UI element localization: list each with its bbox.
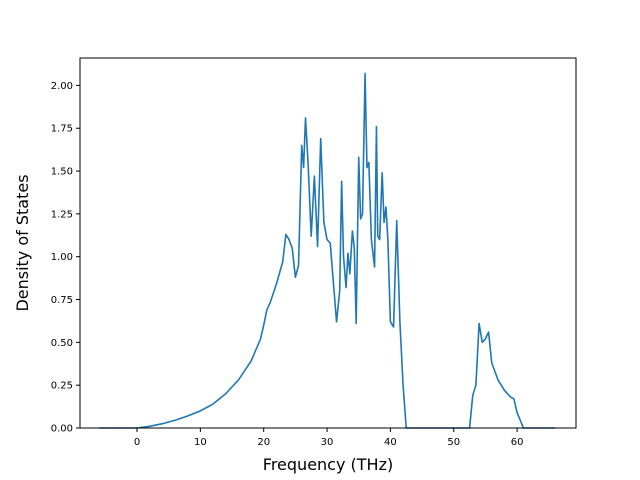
- x-tick-label: 30: [321, 437, 334, 448]
- x-tick-label: 50: [447, 437, 460, 448]
- y-tick-label: 2.00: [51, 81, 73, 92]
- y-tick-label: 1.75: [51, 124, 73, 135]
- x-axis-label: Frequency (THz): [263, 455, 393, 474]
- x-tick-label: 0: [134, 437, 140, 448]
- y-tick-label: 0.00: [51, 424, 73, 435]
- plot-area: [99, 72, 556, 429]
- y-tick-label: 1.00: [51, 252, 73, 263]
- x-tick-label: 60: [511, 437, 524, 448]
- x-tick-label: 40: [384, 437, 397, 448]
- dos-series-line-0: [99, 72, 556, 429]
- y-tick-label: 0.25: [51, 381, 73, 392]
- y-tick-label: 0.50: [51, 338, 73, 349]
- x-tick-label: 10: [194, 437, 207, 448]
- y-tick-label: 1.25: [51, 209, 73, 220]
- y-axis-ticks: 0.00 0.25 0.50 0.75 1.00 1.25 1.50 1.75 2.00: [51, 81, 80, 435]
- x-tick-label: 20: [257, 437, 270, 448]
- y-tick-label: 0.75: [51, 295, 73, 306]
- y-axis-label: Density of States: [13, 174, 32, 311]
- x-axis-ticks: 0 10 20 30 40 50 60: [134, 428, 524, 448]
- y-tick-label: 1.50: [51, 167, 73, 178]
- axes-frame: [79, 57, 577, 429]
